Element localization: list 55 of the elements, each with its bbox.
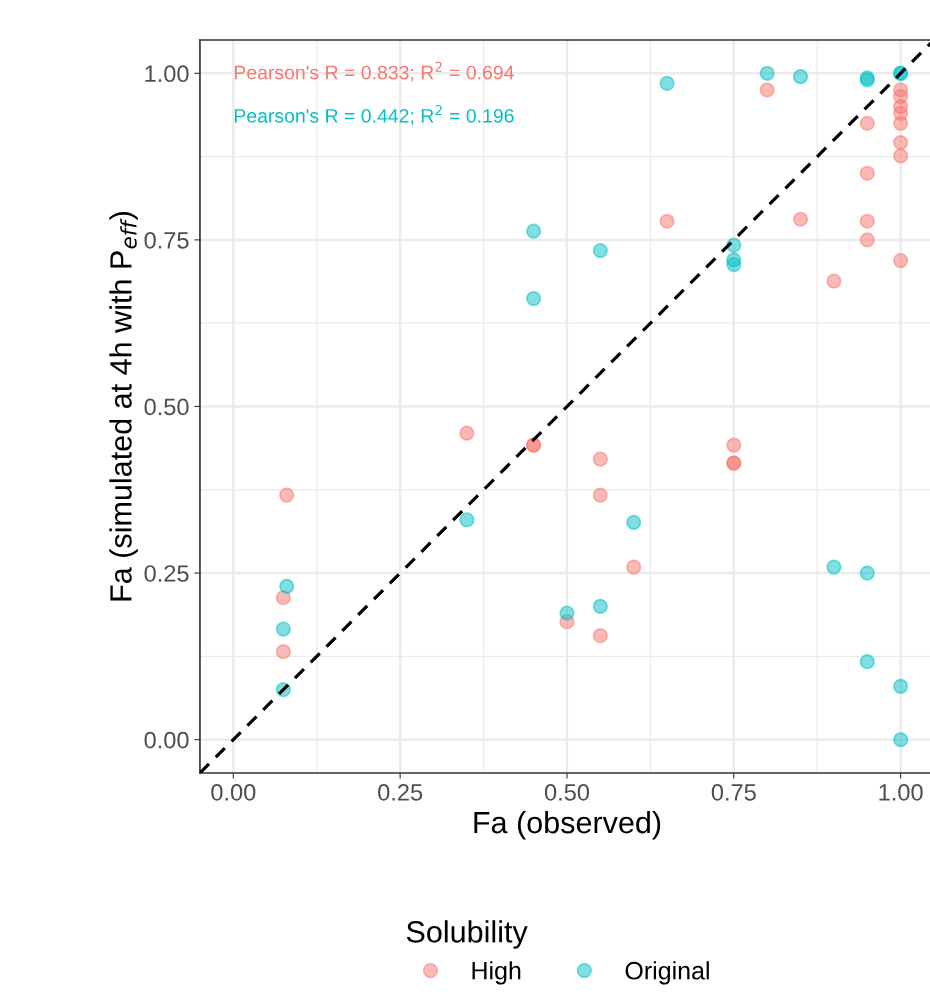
point <box>726 437 742 453</box>
point <box>592 487 608 503</box>
point <box>893 678 909 694</box>
point <box>859 654 875 670</box>
point <box>659 213 675 229</box>
point <box>893 252 909 269</box>
point <box>459 425 475 441</box>
point <box>792 69 809 85</box>
legend-title: Solubility <box>406 920 528 949</box>
point <box>559 605 575 621</box>
x-tick-label: 0.75 <box>711 784 756 801</box>
y-axis-title: Fa (simulated at 4h with P$_{eff}$) <box>109 212 138 601</box>
y-tick-label: 0.75 <box>144 231 189 249</box>
point <box>826 273 842 289</box>
point <box>726 256 742 273</box>
point <box>626 559 642 575</box>
point <box>893 115 909 131</box>
point <box>592 451 608 467</box>
x-tick-label: 0.50 <box>544 784 590 801</box>
x-tick-label: 1.00 <box>879 784 923 801</box>
point <box>792 211 809 227</box>
point <box>659 75 675 91</box>
y-tick-label: 0.25 <box>144 565 189 582</box>
point <box>626 514 642 531</box>
point <box>279 487 295 503</box>
point <box>459 512 475 528</box>
point <box>592 598 608 614</box>
point <box>859 165 875 181</box>
point <box>279 578 295 594</box>
annotation: Pearson's R = 0.442; R$^{2}$ = 0.196 <box>234 104 514 126</box>
point <box>592 628 608 644</box>
x-axis-title: Fa (observed) <box>474 810 661 840</box>
point <box>592 242 608 259</box>
legend-label: Original <box>625 961 709 985</box>
point <box>893 732 909 748</box>
x-tick-label: 0.00 <box>211 784 256 801</box>
point <box>859 213 875 229</box>
point <box>893 148 909 164</box>
point <box>859 115 875 131</box>
annotation: Pearson's R = 0.833; R$^{2}$ = 0.694 <box>234 61 514 82</box>
point <box>275 621 291 637</box>
y-tick-label: 1.00 <box>145 65 189 83</box>
point <box>275 644 291 660</box>
point <box>859 232 875 248</box>
point <box>526 290 542 307</box>
point <box>859 565 875 581</box>
legend-label: High <box>472 961 521 985</box>
y-tick-label: 0.00 <box>144 731 189 749</box>
point <box>893 134 909 151</box>
point <box>759 82 775 98</box>
y-tick-label: 0.50 <box>144 398 189 416</box>
point <box>826 559 842 575</box>
point <box>526 223 542 239</box>
point <box>759 65 775 81</box>
x-tick-label: 0.25 <box>378 784 423 801</box>
